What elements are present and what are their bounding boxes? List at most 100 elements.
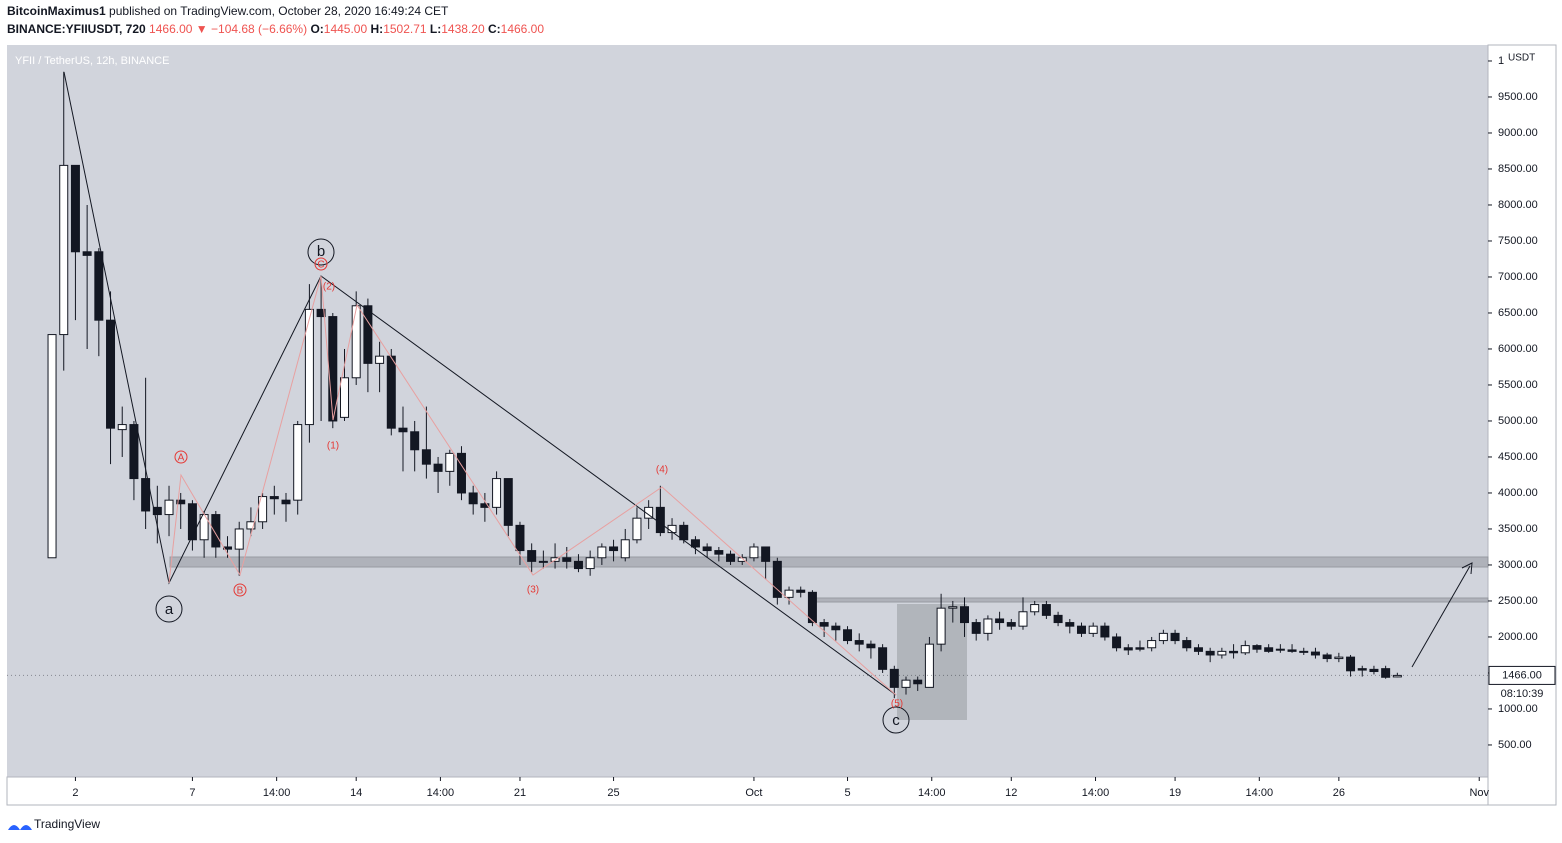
candle-body [269, 496, 279, 500]
candle-body [1123, 647, 1133, 651]
candle-body [410, 431, 420, 451]
candle-body [129, 424, 139, 480]
countdown: 08:10:39 [1501, 688, 1544, 700]
candle-body [585, 557, 595, 570]
candle-body [1264, 647, 1274, 652]
candle-body [1193, 647, 1203, 652]
candle-body [597, 546, 607, 559]
sub-wave-line [168, 275, 322, 584]
candle-body [211, 514, 221, 548]
candle-body [655, 506, 665, 534]
candle-body [1229, 650, 1239, 654]
sub-circle [233, 583, 247, 597]
candle-body [924, 643, 934, 688]
candle-body [948, 606, 958, 609]
candle-body [351, 305, 361, 379]
candles [47, 71, 1402, 699]
candle-body [901, 679, 911, 688]
y-unit: USDT [1508, 53, 1535, 64]
c-label: C: [488, 22, 501, 36]
candle-body [1100, 625, 1110, 638]
x-tick-label: 19 [1169, 787, 1181, 799]
x-tick-label: 2 [72, 787, 78, 799]
y-tick-label: 2500.00 [1498, 595, 1538, 607]
sub-circle [314, 257, 328, 271]
low: 1438.20 [441, 22, 485, 36]
candle-body [1252, 645, 1262, 650]
candle-body [258, 496, 268, 523]
y-tick-label: 2000.00 [1498, 631, 1538, 643]
candle-body [878, 647, 888, 670]
candle-body [1053, 614, 1063, 624]
candle-body [375, 355, 385, 364]
candle-body [492, 478, 502, 508]
candle-body [1287, 649, 1297, 652]
y-tick-label: 8000.00 [1498, 199, 1538, 211]
y-tick-label: 7500.00 [1498, 235, 1538, 247]
candle-body [1158, 632, 1168, 642]
y-tick-label: 4000.00 [1498, 487, 1538, 499]
candle-body [854, 640, 864, 645]
candle-body [1346, 656, 1356, 672]
candle-body [445, 452, 455, 472]
y-tick-label: 4500.00 [1498, 451, 1538, 463]
x-tick-label: 5 [844, 787, 850, 799]
candle-body [1135, 647, 1145, 650]
candle-body [1112, 636, 1122, 649]
wave-label: c [892, 712, 900, 729]
wave-circle [882, 706, 910, 734]
candle-body [515, 524, 525, 552]
candle-body [59, 164, 69, 336]
candle-body [1006, 622, 1016, 627]
wave-label: b [317, 243, 325, 260]
candle-body [468, 492, 478, 505]
candle-body [117, 424, 127, 431]
impulse-label: (5) [891, 699, 903, 710]
arrow: ▼ [196, 22, 208, 36]
candle-body [819, 622, 829, 627]
wave-circle [307, 238, 335, 266]
candle-body [1147, 640, 1157, 649]
x-axis [6, 776, 1489, 806]
candle-body [714, 550, 724, 555]
candle-body [1170, 632, 1180, 642]
candle-body [889, 668, 899, 688]
candle-body [995, 618, 1005, 624]
wave-label: a [165, 601, 174, 618]
candle-body [234, 528, 244, 550]
candle-body [749, 546, 759, 559]
sub-label: C [317, 260, 324, 271]
candle-body [913, 679, 923, 685]
author: BitcoinMaximus1 [7, 4, 106, 18]
y-tick-label: 3500.00 [1498, 523, 1538, 535]
symbol: BINANCE:YFIIUSDT, 720 [7, 22, 146, 36]
support-zone [169, 556, 1489, 568]
candle-body [761, 546, 771, 562]
candle-body [960, 606, 970, 624]
resistance-zone [812, 597, 1489, 603]
candle-body [620, 539, 630, 559]
candle-body [82, 251, 92, 256]
candle-body [632, 517, 642, 541]
candle-body [363, 305, 373, 364]
candle-body [316, 308, 326, 318]
candle-body [386, 355, 396, 429]
candle-body [573, 560, 583, 570]
candle-body [223, 546, 233, 550]
header-line2: BINANCE:YFIIUSDT, 720 1466.00 ▼ −104.68 … [7, 22, 544, 36]
wave-circle [155, 595, 183, 623]
y-tick-label: 5500.00 [1498, 379, 1538, 391]
open: 1445.00 [324, 22, 368, 36]
candle-body [421, 449, 431, 465]
x-tick-label: Oct [745, 787, 762, 799]
candle-body [527, 550, 537, 562]
candle-body [772, 560, 782, 598]
candle-body [983, 618, 993, 634]
candle-body [1381, 668, 1391, 678]
candle-body [784, 589, 794, 598]
x-tick-label: 14 [350, 787, 362, 799]
price-box [1488, 665, 1556, 685]
y-tick-label: 5000.00 [1498, 415, 1538, 427]
